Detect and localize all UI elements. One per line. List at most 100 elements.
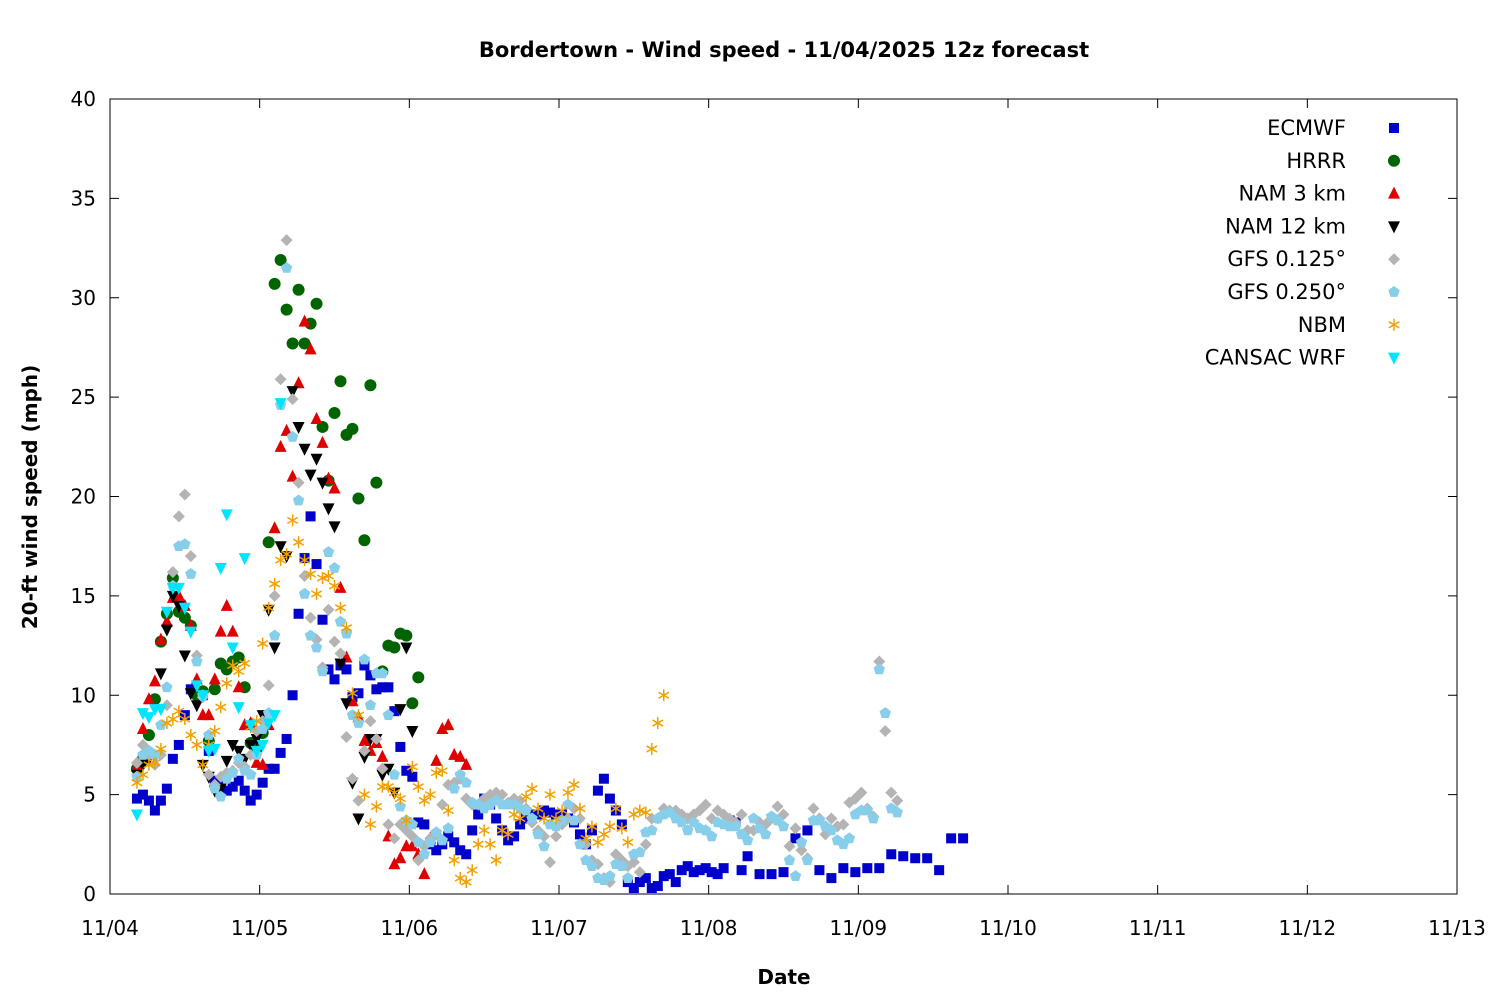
data-point	[334, 580, 347, 593]
x-tick-label: 11/06	[381, 916, 439, 940]
data-point	[825, 812, 838, 825]
data-point	[364, 818, 377, 831]
data-point	[286, 430, 299, 442]
data-point	[310, 453, 323, 466]
data-point	[538, 840, 550, 852]
data-point	[137, 768, 149, 781]
data-point	[898, 851, 909, 862]
data-point	[353, 688, 364, 699]
data-point	[407, 771, 418, 782]
data-point	[316, 477, 329, 490]
data-point	[741, 834, 754, 846]
data-point	[149, 756, 161, 769]
data-point	[802, 825, 813, 836]
data-point	[712, 869, 723, 880]
data-point	[406, 726, 419, 739]
data-point	[879, 725, 892, 738]
data-point	[472, 838, 484, 851]
data-point	[562, 798, 574, 810]
data-point	[244, 720, 257, 733]
data-point	[652, 881, 663, 892]
data-point	[131, 793, 142, 804]
y-tick-label: 30	[71, 286, 96, 310]
data-point	[304, 611, 317, 624]
data-point	[538, 812, 550, 825]
data-point	[185, 568, 197, 579]
data-point	[304, 469, 317, 482]
data-point	[664, 806, 676, 818]
data-point	[676, 865, 687, 876]
data-point	[305, 511, 316, 522]
data-point	[610, 802, 622, 815]
data-point	[867, 812, 880, 824]
data-point	[544, 788, 556, 801]
data-point	[184, 550, 197, 563]
data-point	[436, 798, 449, 811]
data-point	[215, 701, 227, 714]
data-point	[298, 443, 311, 456]
data-point	[388, 641, 401, 654]
data-point	[442, 804, 454, 817]
data-point	[328, 579, 341, 592]
data-point	[449, 837, 460, 848]
data-point	[934, 865, 945, 876]
legend-marker	[1388, 186, 1400, 199]
data-point	[406, 760, 418, 773]
data-point	[268, 277, 281, 290]
data-point	[388, 857, 401, 870]
data-point	[274, 373, 287, 386]
data-point	[370, 476, 383, 489]
data-point	[274, 398, 287, 411]
legend-marker	[1388, 352, 1400, 365]
y-tick-label: 25	[71, 385, 96, 409]
data-point	[436, 722, 449, 735]
data-point	[274, 439, 287, 452]
data-point	[292, 421, 305, 434]
data-point	[155, 742, 167, 755]
data-point	[274, 541, 287, 554]
data-point	[346, 772, 359, 785]
data-point	[166, 566, 179, 579]
data-point	[286, 337, 299, 350]
data-point	[341, 664, 352, 675]
data-point	[783, 854, 796, 866]
data-point	[383, 682, 394, 693]
data-point	[382, 780, 394, 793]
data-point	[287, 690, 298, 701]
data-point	[358, 751, 371, 764]
data-point	[364, 699, 377, 711]
data-point	[244, 768, 257, 780]
legend-label: NAM 3 km	[1238, 182, 1346, 206]
data-point	[334, 375, 347, 388]
data-point	[322, 570, 335, 582]
data-point	[790, 833, 801, 844]
data-point	[646, 883, 657, 894]
data-point	[185, 729, 197, 741]
data-point	[203, 729, 215, 740]
x-tick-label: 11/11	[1129, 916, 1187, 940]
data-point	[310, 587, 323, 600]
data-point	[304, 629, 317, 641]
data-point	[316, 435, 329, 448]
data-point	[412, 671, 425, 684]
data-point	[627, 856, 640, 869]
data-point	[910, 853, 921, 864]
data-point	[251, 789, 262, 800]
data-point	[262, 536, 275, 549]
data-point	[826, 873, 837, 884]
legend-label: ECMWF	[1267, 116, 1346, 140]
data-point	[311, 559, 322, 570]
data-point	[413, 817, 424, 828]
data-point	[646, 742, 658, 755]
data-point	[275, 747, 286, 758]
data-point	[789, 822, 802, 835]
data-point	[161, 681, 173, 693]
data-point	[358, 733, 371, 746]
data-point	[328, 481, 341, 494]
data-point	[244, 748, 257, 761]
chart-title: Bordertown - Wind speed - 11/04/2025 12z…	[479, 38, 1089, 62]
data-point	[226, 624, 239, 637]
data-point	[376, 780, 388, 793]
data-point	[316, 571, 329, 584]
data-point	[292, 476, 305, 489]
